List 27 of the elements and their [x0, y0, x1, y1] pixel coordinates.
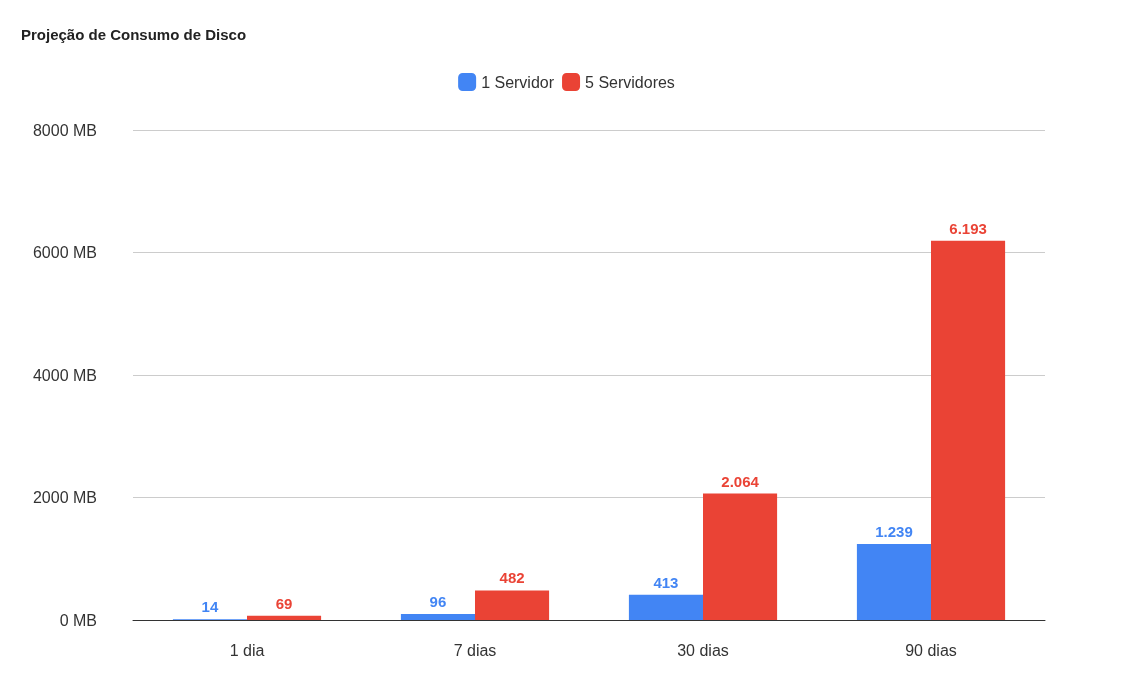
bar [400, 614, 475, 620]
bar [931, 240, 1006, 620]
data-label: 69 [275, 594, 293, 612]
legend-label: 1 Servidor [481, 73, 555, 91]
y-tick-label: 8000 MB [32, 121, 97, 139]
bar [247, 615, 322, 620]
x-tick-label: 30 dias [677, 641, 729, 659]
data-label: 482 [499, 569, 525, 587]
y-tick-label: 4000 MB [32, 366, 97, 384]
bar [628, 594, 703, 620]
data-label: 14 [201, 598, 219, 616]
x-tick-label: 7 dias [453, 641, 497, 659]
y-tick-label: 0 MB [59, 611, 97, 629]
x-tick-label: 1 dia [229, 641, 265, 659]
data-label: 2.064 [721, 472, 760, 490]
y-tick-label: 6000 MB [32, 244, 97, 261]
chart-title: Projeção de Consumo de Disco [21, 26, 247, 43]
x-tick-label: 90 dias [905, 641, 957, 659]
legend-label: 5 Servidores [585, 73, 675, 91]
data-label: 6.193 [949, 219, 987, 237]
y-tick-label: 2000 MB [32, 489, 97, 506]
data-label: 96 [429, 593, 447, 611]
bar [475, 590, 550, 620]
data-label: 1.239 [875, 523, 913, 541]
bar [703, 493, 778, 620]
data-label: 413 [653, 573, 679, 591]
bar [856, 544, 931, 620]
